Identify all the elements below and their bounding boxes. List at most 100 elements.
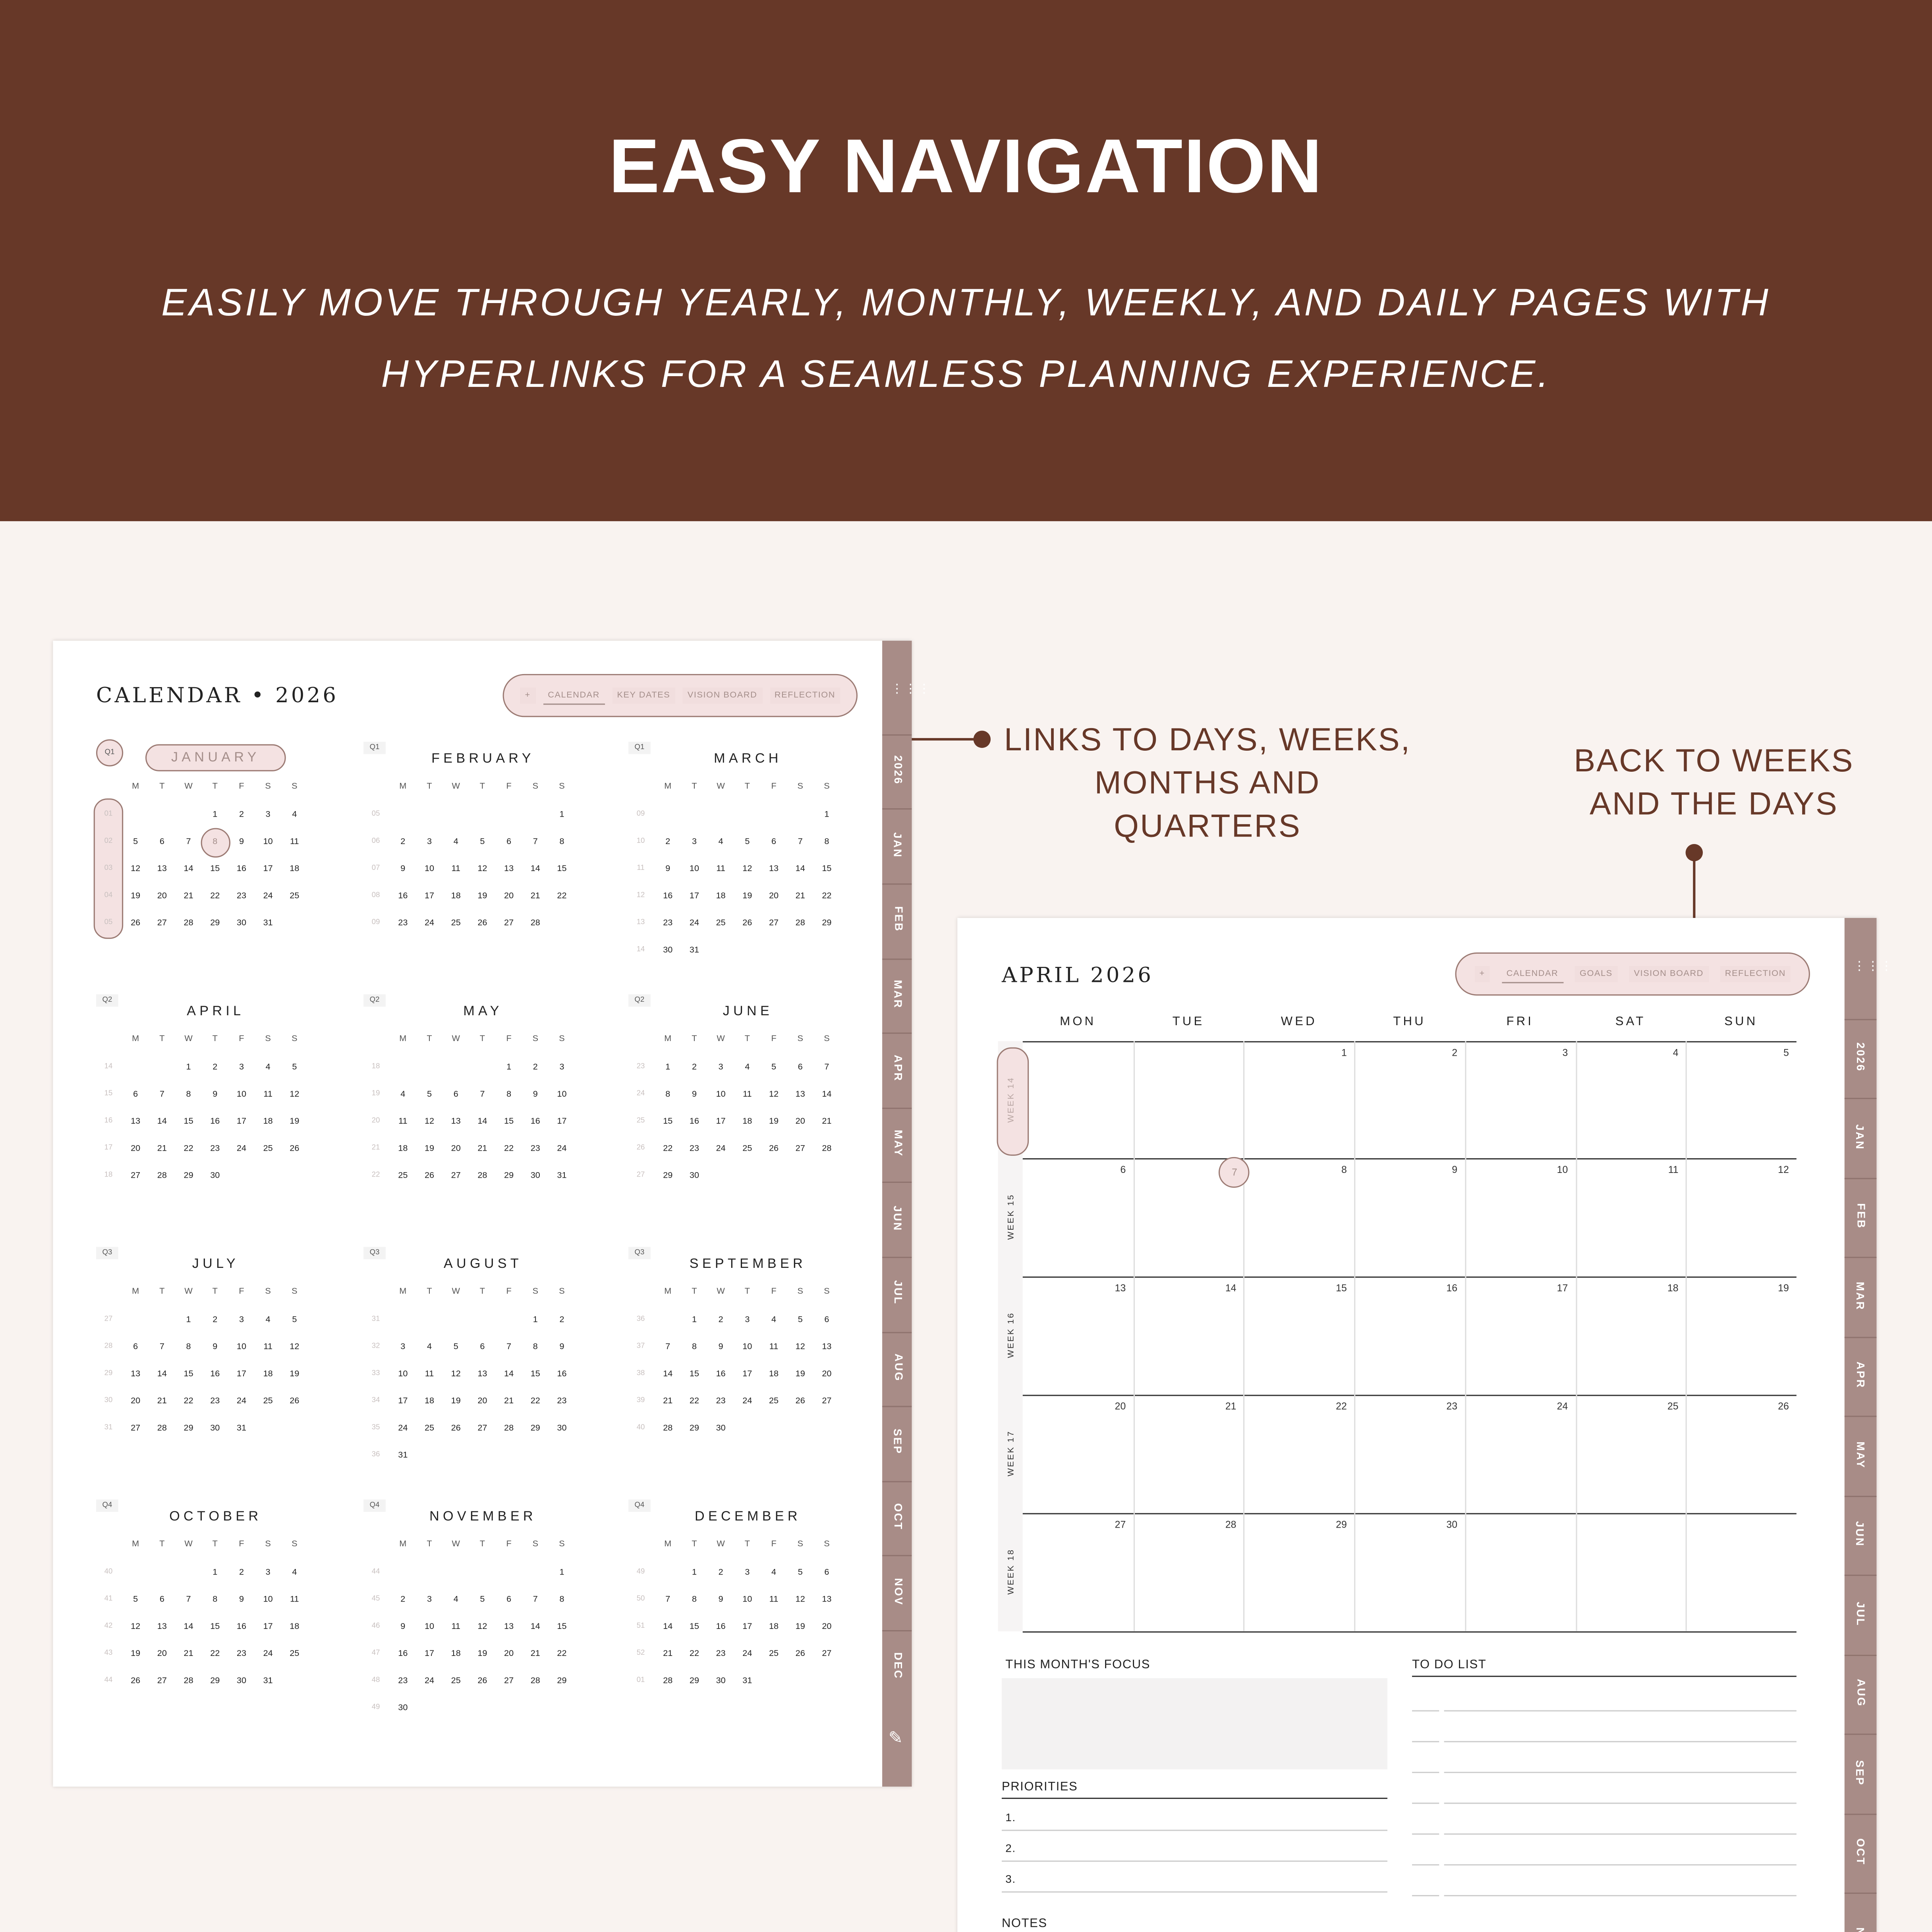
day-link[interactable]: 17 [263,865,273,874]
day-link[interactable]: 20 [504,892,514,901]
week-highlight[interactable] [93,798,124,939]
month-march[interactable]: Q1 MARCH M T W T F S S 09 10 11 12 13 14 1 2 3 4 5 6 7 8 9 10 11 1… [628,739,862,985]
day-link[interactable]: 20 [157,1650,167,1659]
week-number[interactable]: 31 [371,1316,380,1323]
day-link[interactable]: 30 [1446,1519,1458,1530]
tab-aug[interactable]: AUG [882,1353,914,1381]
day-link[interactable]: 19 [795,1370,805,1379]
day-link[interactable]: 21 [663,1397,673,1406]
month-name[interactable]: JULY [192,1257,239,1272]
day-link[interactable]: 15 [557,865,567,874]
day-link[interactable]: 11 [716,865,725,874]
day-link[interactable]: 12 [1778,1164,1789,1176]
month-name[interactable]: APRIL [187,1004,245,1019]
day-link[interactable]: 13 [1115,1283,1126,1294]
todo-checkbox-line[interactable] [1412,1833,1439,1835]
day-link[interactable]: 19 [290,1370,299,1379]
week-number[interactable]: 44 [371,1568,380,1576]
day-link[interactable]: 18 [451,892,461,901]
day-link[interactable]: 20 [451,1144,461,1153]
day-link[interactable]: 30 [236,919,247,928]
day-link[interactable]: 25 [398,1172,408,1180]
grid-menu-icon[interactable]: ⋮⋮⋮ [1853,960,1894,974]
day-link[interactable]: 27 [131,1172,141,1180]
day-link[interactable]: 16 [398,892,408,901]
day-link[interactable]: 15 [1336,1283,1347,1294]
day-link[interactable]: 22 [530,1397,540,1406]
week-number[interactable]: 39 [636,1397,645,1405]
day-link[interactable]: 5 [453,1343,458,1352]
quarter-badge[interactable]: Q2 [628,994,651,1007]
day-link[interactable]: 1 [1341,1047,1347,1059]
day-link[interactable]: 21 [530,892,540,901]
day-link[interactable]: 6 [798,1063,803,1072]
day-link[interactable]: 10 [263,1596,273,1604]
day-link[interactable]: 15 [689,1370,699,1379]
day-link[interactable]: 19 [451,1397,461,1406]
week-number[interactable]: 34 [371,1397,380,1405]
day-link[interactable]: 17 [716,1117,726,1126]
day-link[interactable]: 28 [184,1677,193,1686]
day-link[interactable]: 19 [1778,1283,1789,1294]
day-link[interactable]: 4 [1673,1047,1679,1059]
day-link[interactable]: 10 [689,865,699,874]
tab-may[interactable]: MAY [1845,1441,1877,1468]
day-link[interactable]: 4 [265,1063,270,1072]
day-link[interactable]: 12 [742,865,752,874]
day-link[interactable]: 24 [557,1144,567,1153]
day-link[interactable]: 21 [184,1650,193,1659]
week-link[interactable]: WEEK 16 [1007,1312,1016,1358]
month-december[interactable]: Q4 DECEMBER M T W T F S S 49 50 51 52 01 1 2 3 4 5 6 7 8 9 10 11… [628,1497,862,1743]
day-link[interactable]: 31 [263,1677,273,1686]
day-link[interactable]: 31 [263,919,273,928]
tab-oct[interactable]: OCT [1845,1838,1877,1865]
day-link[interactable]: 17 [689,892,699,901]
tab-aug[interactable]: AUG [1845,1679,1877,1707]
week-number[interactable]: 36 [636,1316,645,1323]
day-link[interactable]: 23 [530,1144,540,1153]
week-number[interactable]: 17 [104,1144,113,1152]
week-number[interactable]: 18 [104,1172,113,1179]
day-link[interactable]: 25 [290,892,299,901]
day-link[interactable]: 27 [795,1144,805,1153]
day-link[interactable]: 9 [239,838,244,847]
day-link[interactable]: 13 [795,1090,805,1099]
month-april[interactable]: Q2 APRIL M T W T F S S 14 15 16 17 18 1 2 3 4 5 6 7 8 9 10 11 12 1… [96,992,330,1238]
day-link[interactable]: 20 [131,1397,141,1406]
day-link[interactable]: 13 [131,1370,141,1379]
day-link[interactable]: 12 [131,1623,141,1632]
week-number[interactable]: 24 [636,1090,645,1098]
day-link[interactable]: 11 [451,1623,461,1632]
day-link[interactable]: 26 [451,1424,461,1433]
grid-menu-icon[interactable]: ⋮⋮⋮ [891,682,932,696]
day-link[interactable]: 24 [424,1677,435,1686]
day-link[interactable]: 26 [290,1144,299,1153]
day-link[interactable]: 14 [157,1117,167,1126]
day-link[interactable]: 21 [530,1650,540,1659]
day-link[interactable]: 15 [530,1370,540,1379]
day-link[interactable]: 1 [213,1568,218,1577]
week-number[interactable]: 10 [636,838,645,845]
tab-jan[interactable]: JAN [1845,1124,1877,1150]
day-link[interactable]: 1 [665,1063,670,1072]
day-link[interactable]: 28 [504,1424,514,1433]
quarter-badge[interactable]: Q1 [363,742,386,754]
day-link[interactable]: 20 [477,1397,487,1406]
week-number[interactable]: 40 [636,1424,645,1432]
day-link[interactable]: 14 [184,1623,193,1632]
day-link[interactable]: 2 [559,1316,564,1325]
day-link[interactable]: 23 [716,1650,726,1659]
day-link[interactable]: 23 [236,1650,247,1659]
day-link[interactable]: 5 [292,1316,297,1325]
tab-jun[interactable]: JUN [1845,1521,1877,1547]
tab-nov[interactable]: NOV [882,1578,914,1605]
todo-checkbox-line[interactable] [1412,1772,1439,1773]
month-october[interactable]: Q4 OCTOBER M T W T F S S 40 41 42 43 44 1 2 3 4 5 6 7 8 9 10 11 1… [96,1497,330,1743]
day-link[interactable]: 24 [716,1144,726,1153]
quarter-badge[interactable]: Q1 [96,739,124,767]
quarter-badge[interactable]: Q1 [628,742,651,754]
day-link[interactable]: 1 [186,1316,191,1325]
day-link[interactable]: 11 [425,1370,434,1379]
nav-reflection[interactable]: REFLECTION [769,687,840,704]
day-link[interactable]: 15 [184,1370,193,1379]
